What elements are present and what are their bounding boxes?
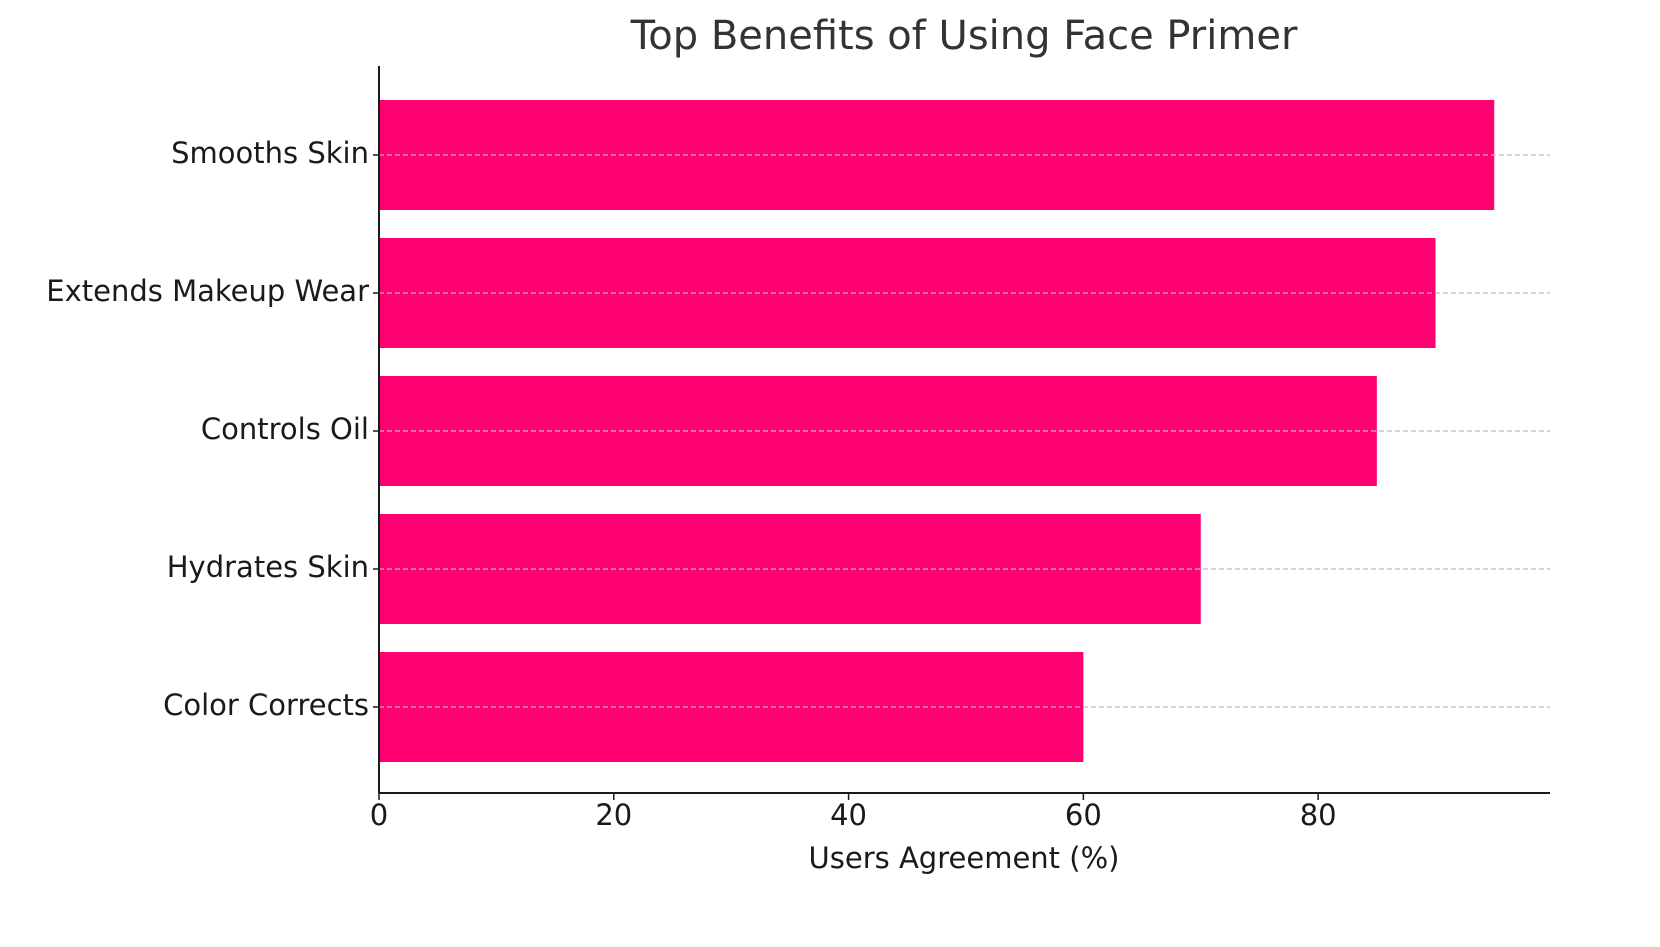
x-tick-label: 20: [595, 798, 632, 832]
x-axis-label: Users Agreement (%): [809, 841, 1120, 875]
y-tick-label: Controls Oil: [201, 412, 369, 446]
y-tick-label: Hydrates Skin: [167, 550, 369, 584]
x-tick-label: 60: [1065, 798, 1102, 832]
x-tick-label: 80: [1300, 798, 1337, 832]
x-tick-label: 40: [830, 798, 867, 832]
chart-title: Top Benefits of Using Face Primer: [630, 13, 1298, 59]
y-tick-label: Smooths Skin: [171, 136, 369, 170]
y-tick-label: Extends Makeup Wear: [46, 274, 369, 308]
y-tick-label: Color Corrects: [163, 688, 369, 722]
x-tick-label: 0: [370, 798, 388, 832]
